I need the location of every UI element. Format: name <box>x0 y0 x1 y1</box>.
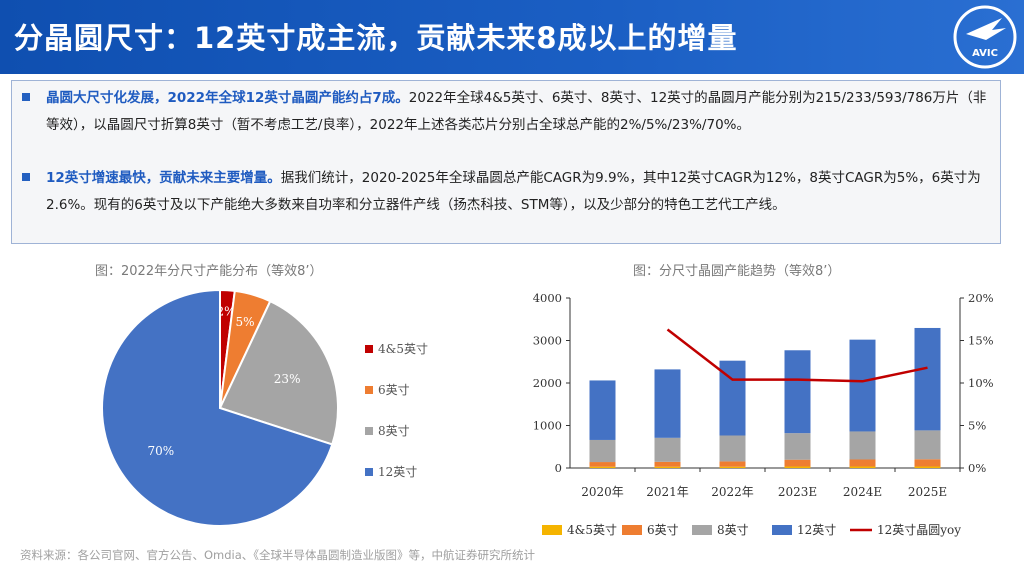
legend-swatch <box>622 525 642 535</box>
legend-swatch <box>692 525 712 535</box>
bar-segment <box>784 433 811 460</box>
bar-segment <box>784 466 811 468</box>
logo-text: AVIC <box>972 48 998 59</box>
bullet-square-icon <box>22 93 30 101</box>
pie-slice-label: 5% <box>235 315 254 329</box>
y2-tick-label: 0% <box>968 461 986 475</box>
summary-bullet-1: 晶圆大尺寸化发展，2022年全球12英寸晶圆产能约占7成。2022年全球4&5英… <box>12 85 1002 139</box>
bullet-2-lead: 12英寸增速最快，贡献未来主要增量。 <box>46 170 281 186</box>
bar-segment <box>719 435 746 462</box>
x-tick-label: 2021年 <box>646 485 689 499</box>
y2-tick-label: 15% <box>968 334 994 348</box>
x-tick-label: 2024E <box>843 485 882 499</box>
bar-segment <box>589 462 616 467</box>
legend-swatch <box>365 386 373 394</box>
bar-segment <box>719 466 746 468</box>
bar-segment <box>849 339 876 432</box>
legend-label: 4&5英寸 <box>567 523 617 537</box>
y-tick-label: 4000 <box>533 291 562 305</box>
summary-bullet-2: 12英寸增速最快，贡献未来主要增量。据我们统计，2020-2025年全球晶圆总产… <box>12 165 1002 219</box>
legend-swatch <box>365 468 373 476</box>
bar-segment <box>849 431 876 460</box>
pie-slice-label: 23% <box>274 372 301 386</box>
avic-logo-icon: AVIC <box>953 5 1017 69</box>
legend-label: 12英寸 <box>797 523 836 537</box>
bar-segment <box>589 439 616 463</box>
page-title: 分晶圆尺寸：12英寸成主流，贡献未来8成以上的增量 <box>14 21 738 55</box>
bar-segment <box>654 369 681 438</box>
pie-slice <box>101 288 334 527</box>
bullet-square-icon <box>22 173 30 181</box>
y-tick-label: 2000 <box>533 376 562 390</box>
bar-chart-title: 图：分尺寸晶圆产能趋势（等效8’） <box>633 264 841 279</box>
legend-swatch <box>365 345 373 353</box>
pie-slice <box>218 299 339 446</box>
legend-swatch <box>365 427 373 435</box>
legend-label: 8英寸 <box>378 424 410 438</box>
x-tick-label: 2023E <box>778 485 817 499</box>
bar-segment <box>849 459 876 467</box>
bullet-1-lead: 晶圆大尺寸化发展，2022年全球12英寸晶圆产能约占7成。 <box>46 90 409 106</box>
stacked-bar-chart: 0 1000 2000 3000 4000 0% 5% 10% 15% 20% 2020年 2021年… <box>533 291 994 537</box>
legend-label: 6英寸 <box>647 523 679 537</box>
bullet-2-body: 据我们统计，2020-2025年全球晶圆总产能CAGR为9.9%，其中12英寸C… <box>46 170 981 213</box>
y-tick-label: 3000 <box>533 334 562 348</box>
pie-chart-title: 图：2022年分尺寸产能分布（等效8’） <box>95 264 323 279</box>
x-tick-label: 2020年 <box>581 485 624 499</box>
bar-segment <box>914 466 941 468</box>
bar-segment <box>589 466 616 468</box>
bar-segment <box>589 380 616 440</box>
source-note: 资料来源：各公司官网、官方公告、Omdia、《全球半导体晶圆制造业版图》等，中航… <box>20 548 536 562</box>
bar-segment <box>849 466 876 468</box>
legend-label: 12英寸 <box>378 465 417 479</box>
bar-segment <box>784 350 811 434</box>
y2-tick-label: 10% <box>968 376 994 390</box>
legend-label: 12英寸晶圆yoy <box>877 523 961 537</box>
bar-segment <box>914 327 941 431</box>
x-tick-label: 2025E <box>908 485 947 499</box>
y-tick-label: 1000 <box>533 419 562 433</box>
bar-segment <box>654 466 681 468</box>
bullet-1-body: 2022年全球4&5英寸、6英寸、8英寸、12英寸的晶圆月产能分别为215/23… <box>46 90 987 133</box>
legend-label: 4&5英寸 <box>378 342 428 356</box>
bar-segment <box>784 459 811 467</box>
yoy-line <box>666 328 928 383</box>
bar-segment <box>719 461 746 467</box>
y2-tick-label: 5% <box>968 419 986 433</box>
bar-segment <box>914 459 941 467</box>
header-bar: 分晶圆尺寸：12英寸成主流，贡献未来8成以上的增量 AVIC <box>0 0 1024 74</box>
pie-slice-label: 70% <box>147 444 174 458</box>
legend-swatch <box>542 525 562 535</box>
summary-box: 晶圆大尺寸化发展，2022年全球12英寸晶圆产能约占7成。2022年全球4&5英… <box>11 80 1001 244</box>
bar-segment <box>654 461 681 467</box>
legend-label: 8英寸 <box>717 523 749 537</box>
y2-tick-label: 20% <box>968 291 994 305</box>
y-tick-label: 0 <box>555 461 562 475</box>
bar-segment <box>654 437 681 462</box>
legend-label: 6英寸 <box>378 383 410 397</box>
bar-segment <box>914 430 941 460</box>
legend-swatch <box>772 525 792 535</box>
x-tick-label: 2022年 <box>711 485 754 499</box>
